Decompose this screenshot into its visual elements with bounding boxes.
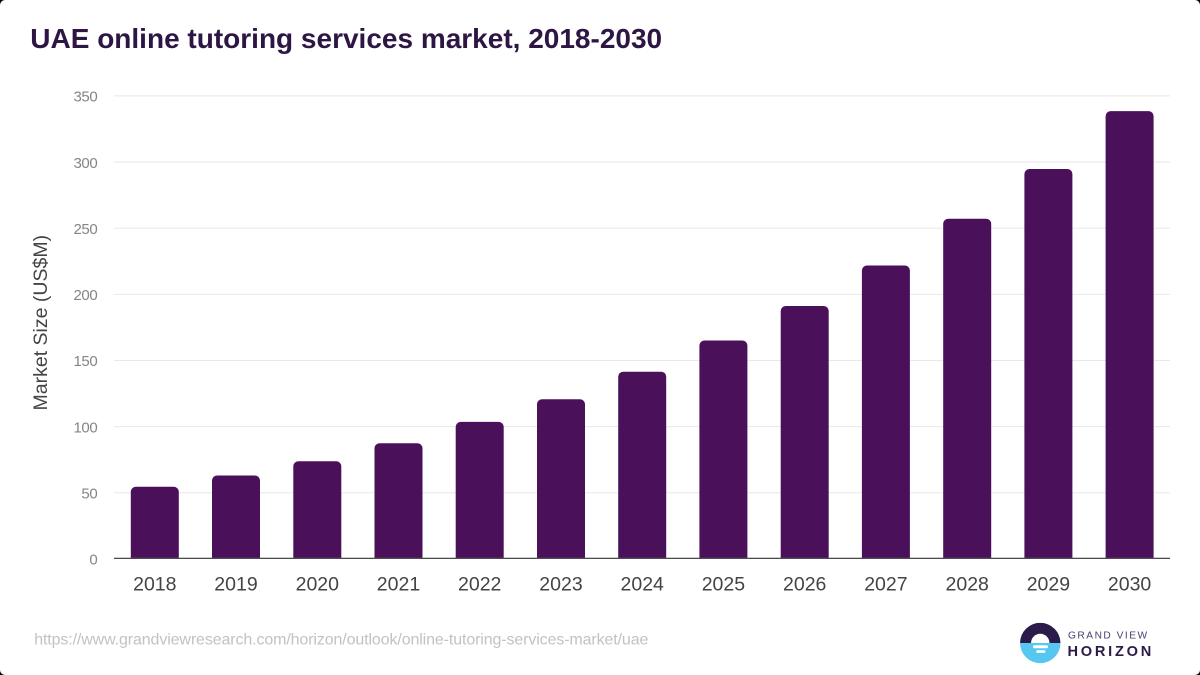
svg-text:2021: 2021	[377, 573, 420, 595]
svg-text:https://www.grandviewresearch.: https://www.grandviewresearch.com/horizo…	[34, 632, 648, 649]
svg-text:100: 100	[73, 419, 97, 436]
svg-text:GRAND VIEW: GRAND VIEW	[1068, 630, 1149, 641]
svg-text:2027: 2027	[864, 573, 907, 595]
svg-text:200: 200	[73, 287, 97, 304]
svg-text:50: 50	[81, 486, 97, 503]
svg-text:350: 350	[73, 89, 97, 106]
svg-text:2018: 2018	[133, 573, 176, 595]
svg-text:Market Size (US$M): Market Size (US$M)	[30, 235, 52, 411]
svg-text:150: 150	[73, 353, 97, 370]
svg-text:2030: 2030	[1108, 573, 1152, 595]
svg-text:2022: 2022	[458, 573, 501, 595]
svg-text:2023: 2023	[539, 573, 582, 595]
svg-text:300: 300	[73, 155, 97, 172]
svg-text:UAE online tutoring services m: UAE online tutoring services market, 201…	[30, 23, 662, 54]
svg-text:250: 250	[73, 221, 97, 238]
svg-text:2024: 2024	[621, 573, 665, 595]
svg-text:HORIZON: HORIZON	[1068, 644, 1155, 660]
svg-text:2029: 2029	[1027, 573, 1070, 595]
svg-text:2026: 2026	[783, 573, 826, 595]
svg-text:2020: 2020	[296, 573, 340, 595]
svg-text:0: 0	[89, 552, 97, 569]
svg-text:2028: 2028	[946, 573, 989, 595]
svg-text:2019: 2019	[214, 573, 257, 595]
svg-text:2025: 2025	[702, 573, 746, 595]
